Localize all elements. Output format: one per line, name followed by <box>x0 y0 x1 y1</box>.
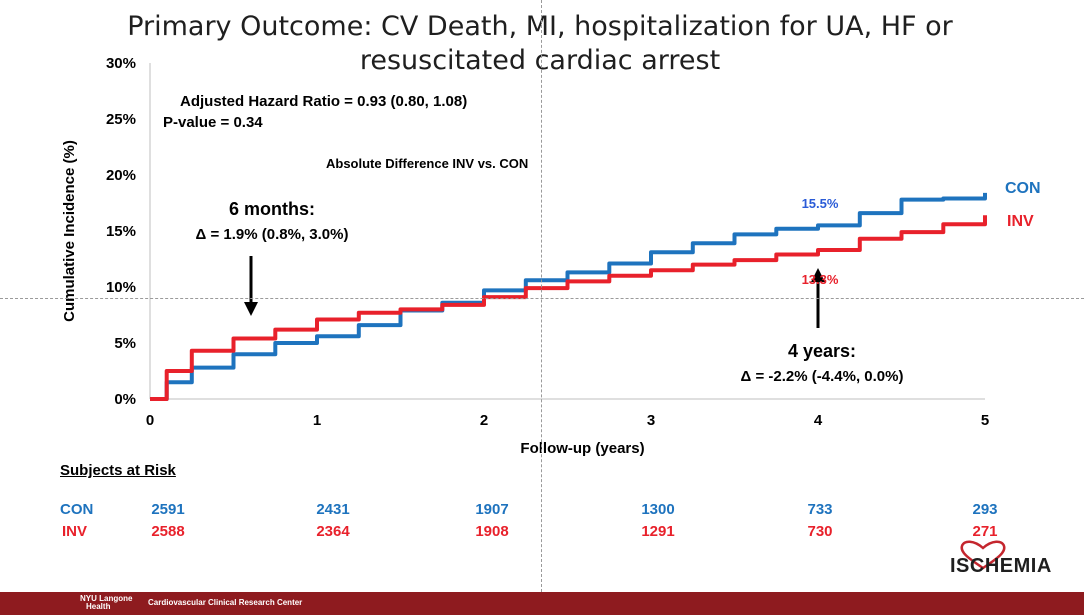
risk-inv-5: 271 <box>972 523 998 540</box>
heart-icon <box>960 540 1006 570</box>
risk-inv-0: 2588 <box>151 523 185 540</box>
four-years-label: 4 years: <box>788 341 856 361</box>
six-months-delta: Δ = 1.9% (0.8%, 3.0%) <box>196 226 349 243</box>
nyu-logo-line1: NYU Langone <box>80 594 133 603</box>
footer-bar <box>0 592 1084 615</box>
six-months-label: 6 months: <box>229 199 315 219</box>
risk-inv-2: 1908 <box>475 523 509 540</box>
risk-con-0: 2591 <box>151 501 185 518</box>
x-tick-label: 1 <box>313 412 321 429</box>
annotation-layer: Adjusted Hazard Ratio = 0.93 (0.80, 1.08… <box>163 93 1041 385</box>
series-layer <box>150 192 987 401</box>
risk-inv-1: 2364 <box>316 523 350 540</box>
p-value-text: P-value = 0.34 <box>163 114 263 131</box>
y-tick-label: 10% <box>106 279 136 296</box>
risk-con-2: 1907 <box>475 501 509 518</box>
x-tick-label: 3 <box>647 412 655 429</box>
risk-inv-4: 730 <box>807 523 833 540</box>
nyu-logo-line2: Health <box>86 602 111 611</box>
x-tick-label: 5 <box>981 412 989 429</box>
x-tick-label: 4 <box>814 412 823 429</box>
inv-4yr-value: 13.3% <box>802 272 839 287</box>
four-years-arrowhead <box>811 268 825 282</box>
x-axis-label: Follow-up (years) <box>520 440 644 457</box>
risk-inv-3: 1291 <box>641 523 675 540</box>
y-tick-label: 0% <box>114 391 136 408</box>
risk-con-1: 2431 <box>316 501 350 518</box>
crosshair-horizontal <box>0 298 1084 299</box>
y-tick-label: 25% <box>106 111 136 128</box>
risk-label-con: CON <box>60 501 94 518</box>
risk-table-heading: Subjects at Risk <box>60 462 176 479</box>
hazard-ratio-text: Adjusted Hazard Ratio = 0.93 (0.80, 1.08… <box>180 93 467 110</box>
y-tick-label: 15% <box>106 223 136 240</box>
risk-label-inv: INV <box>62 523 88 540</box>
con-4yr-value: 15.5% <box>802 196 839 211</box>
crosshair-vertical <box>541 0 542 592</box>
y-axis-label: Cumulative Incidence (%) <box>61 140 78 322</box>
x-tick-label: 0 <box>146 412 154 429</box>
footer-center-text: Cardiovascular Clinical Research Center <box>148 598 303 607</box>
six-months-arrowhead <box>244 302 258 316</box>
risk-con-5: 293 <box>972 501 998 518</box>
risk-con-3: 1300 <box>641 501 675 518</box>
legend-con: CON <box>1005 180 1041 197</box>
y-tick-label: 20% <box>106 167 136 184</box>
y-tick-label: 5% <box>114 335 136 352</box>
legend-inv: INV <box>1007 213 1034 230</box>
four-years-delta: Δ = -2.2% (-4.4%, 0.0%) <box>741 368 904 385</box>
nyu-langone-logo: NYU Langone Health <box>80 595 132 611</box>
abs-diff-title: Absolute Difference INV vs. CON <box>326 156 528 171</box>
series-line-inv <box>150 215 987 401</box>
risk-con-4: 733 <box>807 501 833 518</box>
slide-title: Primary Outcome: CV Death, MI, hospitali… <box>127 11 953 76</box>
y-tick-label: 30% <box>106 55 136 72</box>
x-tick-label: 2 <box>480 412 488 429</box>
ischemia-logo: ISCHEMIA <box>950 555 1052 577</box>
chart: 0% 5% 10% 15% 20% 25% 30% 0 1 2 3 4 5 Follow-up (year… <box>61 55 1041 457</box>
axes-layer: 0% 5% 10% 15% 20% 25% 30% 0 1 2 3 4 5 Follow-up (year… <box>61 55 989 457</box>
